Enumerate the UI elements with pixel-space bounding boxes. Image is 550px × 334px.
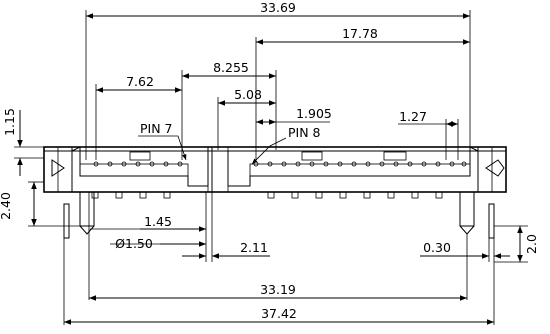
bottom-pin-stubs	[91, 191, 443, 199]
dim-overall-top: 33.69	[260, 0, 296, 15]
dim-height-20: 2.0	[524, 234, 539, 254]
dim-center-span: 8.255	[213, 60, 249, 75]
dim-pitch-127: 1.27	[399, 109, 427, 124]
dim-hole-diameter: Ø1.50	[115, 236, 153, 251]
dim-offset-145: 1.45	[144, 214, 172, 229]
dim-left-span: 7.62	[126, 74, 154, 89]
dimension-lines	[17, 13, 523, 325]
dim-pitch-1905: 1.905	[296, 106, 332, 121]
label-pin-8: PIN 8	[288, 125, 321, 140]
dim-pin-span-bottom: 33.19	[260, 282, 296, 297]
label-pin-7: PIN 7	[140, 121, 173, 136]
connector-body	[43, 146, 507, 239]
dim-height-240: 2.40	[0, 192, 13, 220]
dim-offset-211: 2.11	[240, 240, 268, 255]
dim-overall-bottom: 37.42	[261, 306, 297, 321]
dim-right-span: 17.78	[342, 26, 378, 41]
dim-gap-030: 0.30	[423, 240, 451, 255]
dim-mid-span: 5.08	[234, 87, 262, 102]
contact-row	[93, 161, 467, 167]
extension-lines	[14, 10, 528, 325]
dim-height-115: 1.15	[2, 108, 17, 136]
